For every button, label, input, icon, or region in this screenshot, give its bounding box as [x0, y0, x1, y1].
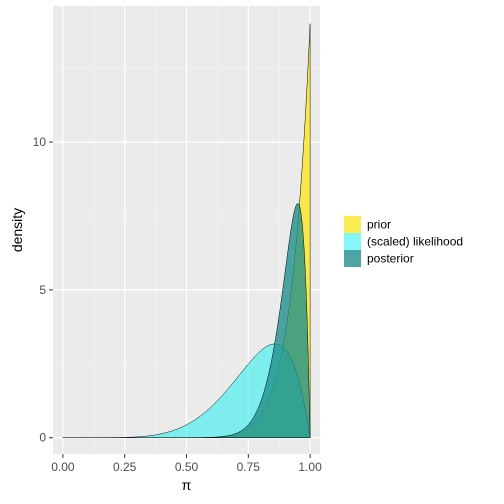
- x-tick-label: 0.25: [113, 460, 137, 474]
- x-tick-label: 0.75: [237, 460, 261, 474]
- x-tick-label: 0.50: [175, 460, 199, 474]
- legend-label: prior: [367, 218, 391, 232]
- x-tick-label: 1.00: [298, 460, 322, 474]
- legend: prior (scaled) likelihood posterior: [344, 216, 463, 267]
- legend-key: [344, 233, 361, 250]
- legend-key: [344, 216, 361, 233]
- legend-label: (scaled) likelihood: [367, 235, 463, 249]
- x-axis-title: π: [182, 477, 192, 493]
- y-tick-label: 5: [39, 283, 46, 297]
- legend-key: [344, 250, 361, 267]
- area-3: [62, 203, 311, 438]
- x-tick-label: 0.00: [51, 460, 75, 474]
- legend-label: posterior: [367, 252, 414, 266]
- y-axis-title: density: [9, 208, 25, 252]
- density-areas: [62, 23, 311, 438]
- x-axis: 0.00 0.25 0.50 0.75 1.00: [51, 454, 322, 474]
- y-axis: 0 5 10: [33, 135, 53, 445]
- y-tick-label: 10: [33, 135, 47, 149]
- y-tick-label: 0: [39, 431, 46, 445]
